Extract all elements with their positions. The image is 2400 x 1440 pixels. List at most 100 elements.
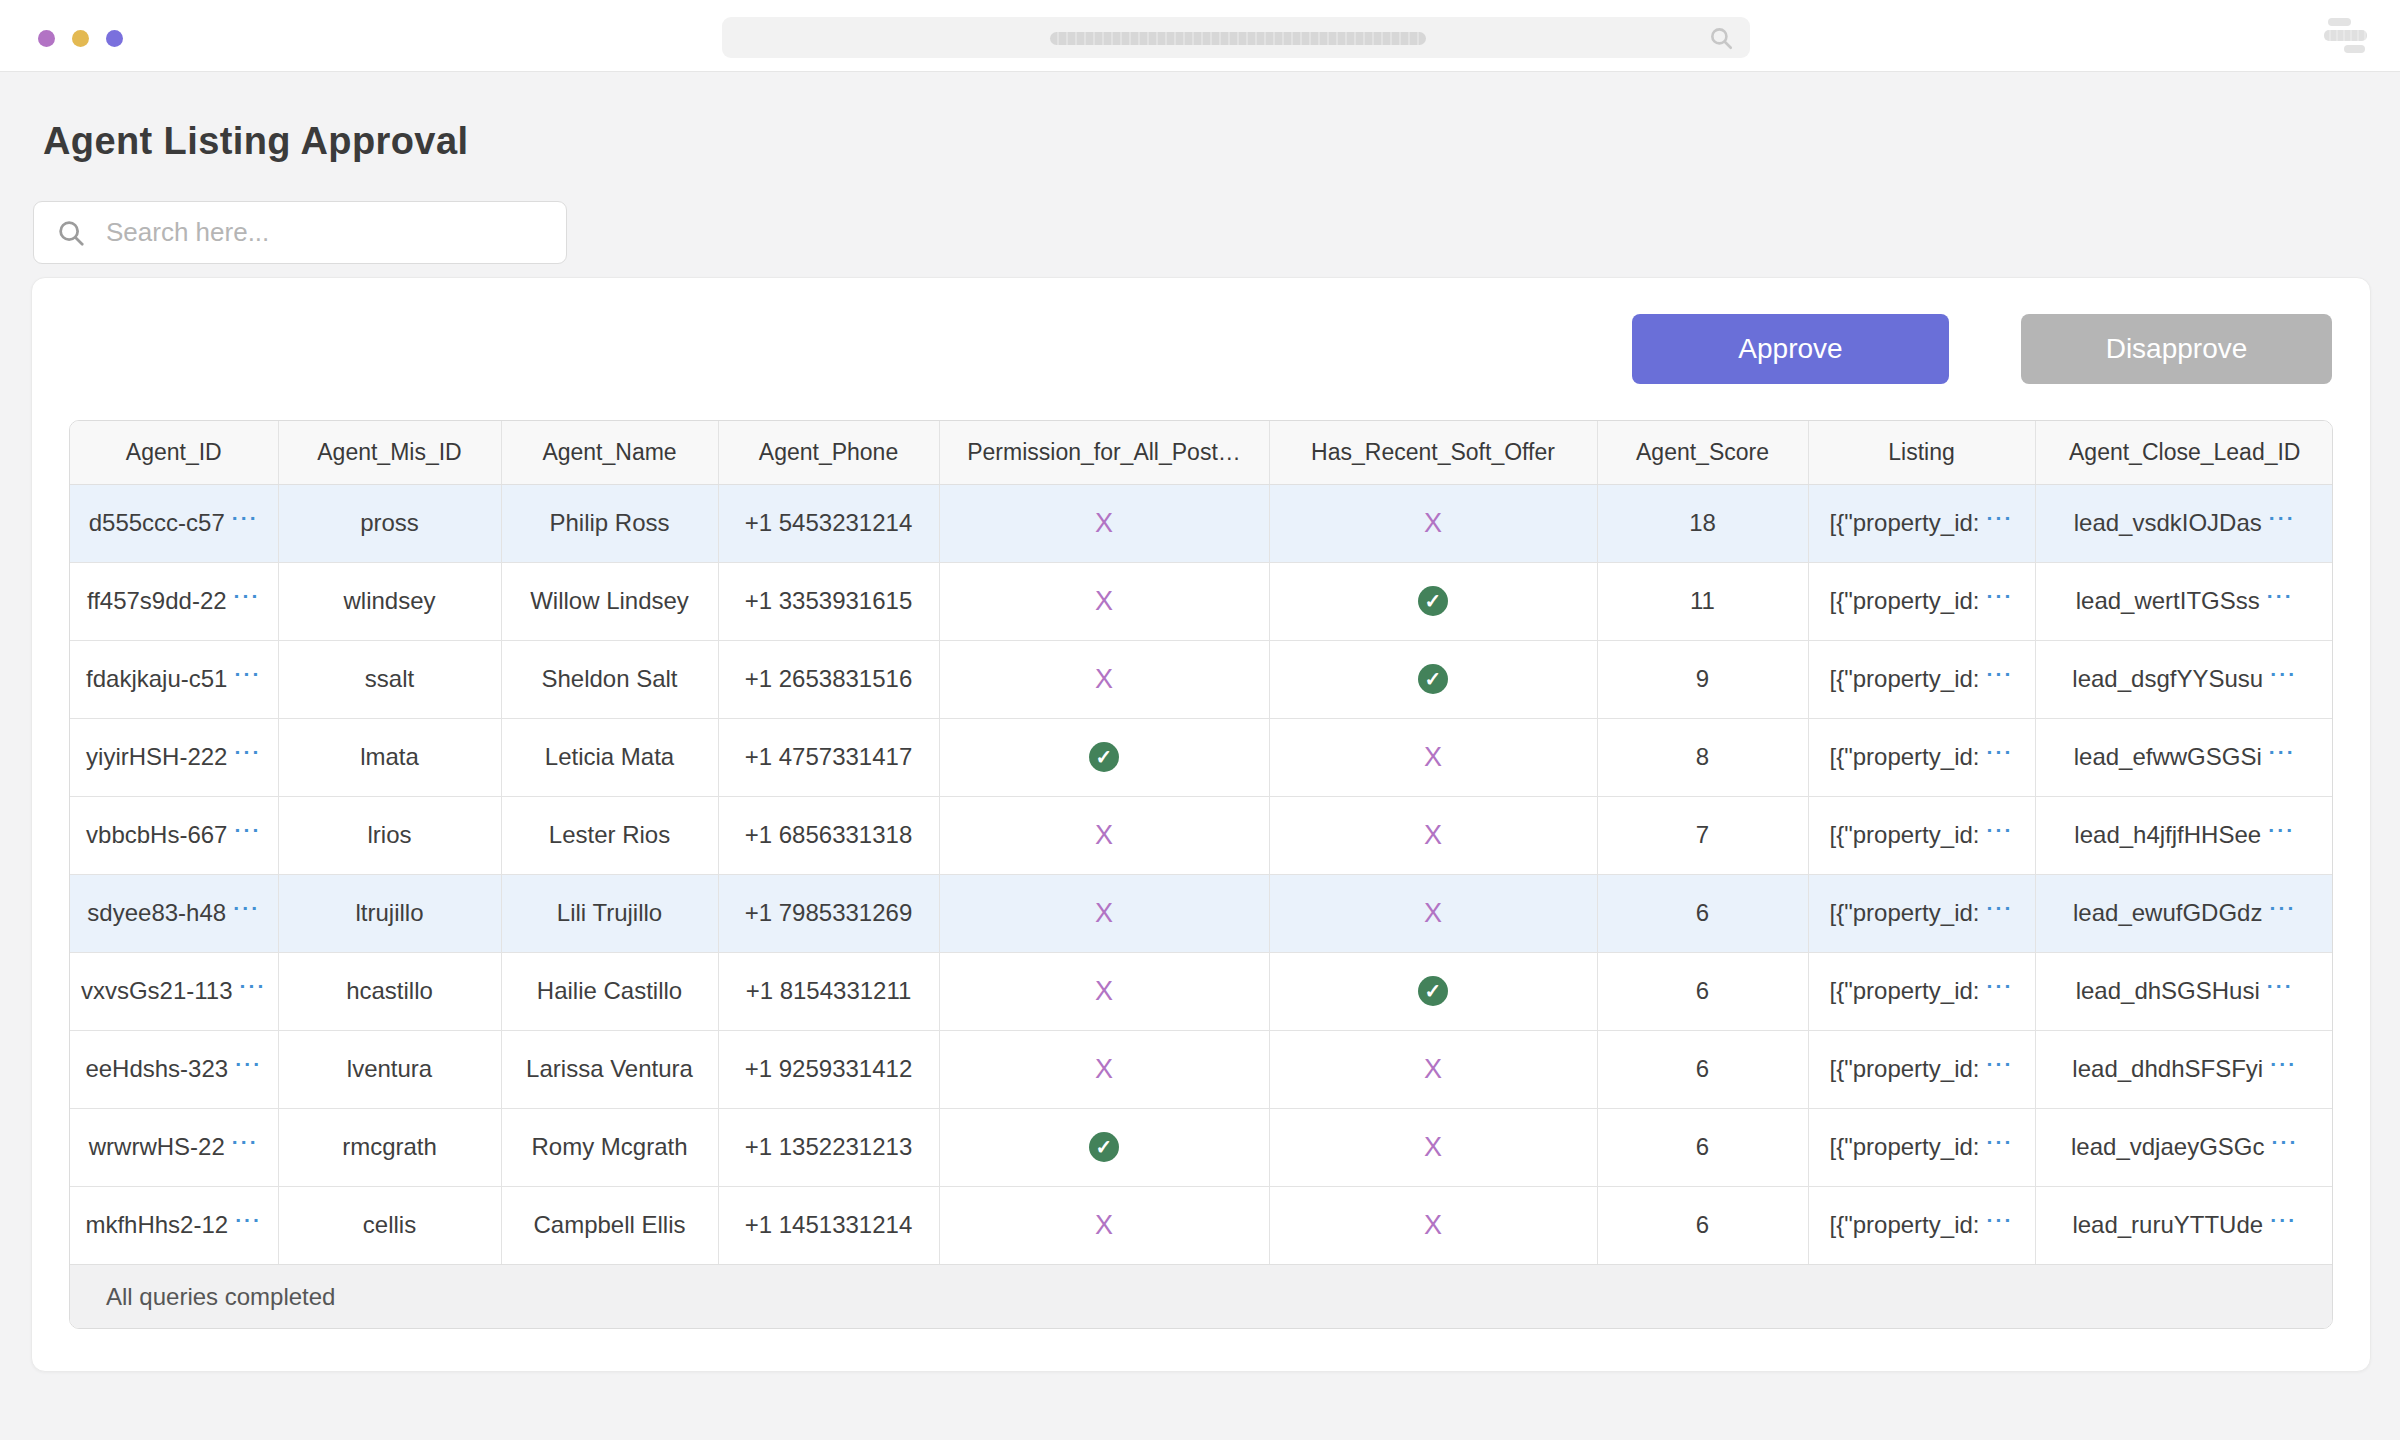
action-buttons: Approve Disapprove (32, 278, 2370, 384)
expand-ellipsis-icon[interactable]: ··· (1986, 662, 2013, 686)
search-input[interactable] (106, 217, 536, 248)
cell-permission-flag: X (939, 874, 1269, 952)
cell-agent-mis-id: ltrujillo (278, 874, 501, 952)
search-icon (56, 218, 86, 248)
cell-permission-flag: X (939, 1030, 1269, 1108)
table-row[interactable]: d555ccc-c57···prossPhilip Ross+1 5453231… (70, 484, 2333, 562)
column-header-3: Agent_Phone (718, 421, 939, 484)
cell-soft-offer-flag: X (1269, 1108, 1597, 1186)
expand-ellipsis-icon[interactable]: ··· (2270, 1052, 2297, 1076)
table-row[interactable]: wrwrwHS-22···rmcgrathRomy Mcgrath+1 1352… (70, 1108, 2333, 1186)
cell-agent-mis-id: wlindsey (278, 562, 501, 640)
disapprove-button[interactable]: Disapprove (2021, 314, 2332, 384)
table-row[interactable]: mkfhHhs2-12···cellisCampbell Ellis+1 145… (70, 1186, 2333, 1264)
table-row[interactable]: sdyee83-h48···ltrujilloLili Trujillo+1 7… (70, 874, 2333, 952)
expand-ellipsis-icon[interactable]: ··· (235, 1052, 262, 1076)
cell-listing: [{"property_id:··· (1808, 952, 2035, 1030)
cell-agent-name: Lili Trujillo (501, 874, 718, 952)
browser-menu-icon[interactable] (2324, 18, 2370, 54)
expand-ellipsis-icon[interactable]: ··· (232, 506, 259, 530)
cell-close-lead-id: lead_dsgfYYSusu··· (2035, 640, 2333, 718)
expand-ellipsis-icon[interactable]: ··· (2269, 740, 2296, 764)
cell-agent-phone: +1 2653831516 (718, 640, 939, 718)
cell-agent-phone: +1 6856331318 (718, 796, 939, 874)
expand-ellipsis-icon[interactable]: ··· (233, 896, 260, 920)
expand-ellipsis-icon[interactable]: ··· (2268, 818, 2295, 842)
expand-ellipsis-icon[interactable]: ··· (240, 974, 267, 998)
expand-ellipsis-icon[interactable]: ··· (1986, 1208, 2013, 1232)
table-header-row: Agent_IDAgent_Mis_IDAgent_NameAgent_Phon… (70, 421, 2333, 484)
cell-permission-flag: X (939, 952, 1269, 1030)
cell-agent-mis-id: cellis (278, 1186, 501, 1264)
expand-ellipsis-icon[interactable]: ··· (2267, 974, 2294, 998)
expand-ellipsis-icon[interactable]: ··· (1986, 1052, 2013, 1076)
expand-ellipsis-icon[interactable]: ··· (1986, 896, 2013, 920)
expand-ellipsis-icon[interactable]: ··· (2270, 1208, 2297, 1232)
cell-close-lead-id: lead_dhSGSHusi··· (2035, 952, 2333, 1030)
address-bar[interactable] (722, 17, 1750, 58)
x-mark-icon: X (1095, 1054, 1113, 1084)
cell-agent-phone: +1 5453231214 (718, 484, 939, 562)
expand-ellipsis-icon[interactable]: ··· (1986, 818, 2013, 842)
cell-agent-phone: +1 8154331211 (718, 952, 939, 1030)
cell-listing: [{"property_id:··· (1808, 874, 2035, 952)
table-row[interactable]: vbbcbHs-667···lriosLester Rios+1 6856331… (70, 796, 2333, 874)
expand-ellipsis-icon[interactable]: ··· (1986, 584, 2013, 608)
cell-agent-id: fdakjkaju-c51··· (70, 640, 278, 718)
expand-ellipsis-icon[interactable]: ··· (2270, 662, 2297, 686)
expand-ellipsis-icon[interactable]: ··· (2271, 1130, 2298, 1154)
expand-ellipsis-icon[interactable]: ··· (1986, 974, 2013, 998)
expand-ellipsis-icon[interactable]: ··· (234, 740, 261, 764)
expand-ellipsis-icon[interactable]: ··· (1986, 506, 2013, 530)
x-mark-icon: X (1095, 586, 1113, 616)
expand-ellipsis-icon[interactable]: ··· (234, 662, 261, 686)
table-row[interactable]: fdakjkaju-c51···ssaltSheldon Salt+1 2653… (70, 640, 2333, 718)
expand-ellipsis-icon[interactable]: ··· (234, 584, 261, 608)
cell-permission-flag: X (939, 640, 1269, 718)
cell-agent-id: yiyirHSH-222··· (70, 718, 278, 796)
table-row[interactable]: yiyirHSH-222···lmataLeticia Mata+1 47573… (70, 718, 2333, 796)
window-dot-3[interactable] (106, 30, 123, 47)
cell-agent-mis-id: lventura (278, 1030, 501, 1108)
cell-listing: [{"property_id:··· (1808, 1186, 2035, 1264)
table-row[interactable]: eeHdshs-323···lventuraLarissa Ventura+1 … (70, 1030, 2333, 1108)
cell-agent-name: Campbell Ellis (501, 1186, 718, 1264)
cell-agent-score: 6 (1597, 1186, 1808, 1264)
cell-soft-offer-flag: X (1269, 1186, 1597, 1264)
window-dot-2[interactable] (72, 30, 89, 47)
cell-agent-phone: +1 1451331214 (718, 1186, 939, 1264)
browser-chrome (0, 0, 2400, 72)
cell-agent-id: vxvsGs21-113··· (70, 952, 278, 1030)
expand-ellipsis-icon[interactable]: ··· (1986, 1130, 2013, 1154)
cell-agent-id: ff457s9dd-22··· (70, 562, 278, 640)
cell-close-lead-id: lead_vdjaeyGSGc··· (2035, 1108, 2333, 1186)
queries-status-text: All queries completed (106, 1283, 335, 1311)
cell-agent-mis-id: rmcgrath (278, 1108, 501, 1186)
cell-listing: [{"property_id:··· (1808, 1030, 2035, 1108)
approve-button[interactable]: Approve (1632, 314, 1949, 384)
cell-agent-score: 6 (1597, 1030, 1808, 1108)
expand-ellipsis-icon[interactable]: ··· (1986, 740, 2013, 764)
cell-agent-id: eeHdshs-323··· (70, 1030, 278, 1108)
check-icon: ✓ (1418, 586, 1448, 616)
expand-ellipsis-icon[interactable]: ··· (2269, 506, 2296, 530)
expand-ellipsis-icon[interactable]: ··· (234, 818, 261, 842)
expand-ellipsis-icon[interactable]: ··· (2267, 584, 2294, 608)
window-dot-1[interactable] (38, 30, 55, 47)
address-search-icon[interactable] (1708, 25, 1734, 55)
x-mark-icon: X (1424, 508, 1442, 538)
table-row[interactable]: vxvsGs21-113···hcastilloHailie Castillo+… (70, 952, 2333, 1030)
expand-ellipsis-icon[interactable]: ··· (232, 1130, 259, 1154)
table-row[interactable]: ff457s9dd-22···wlindseyWillow Lindsey+1 … (70, 562, 2333, 640)
expand-ellipsis-icon[interactable]: ··· (235, 1208, 262, 1232)
agents-table: Agent_IDAgent_Mis_IDAgent_NameAgent_Phon… (70, 421, 2333, 1264)
approval-panel: Approve Disapprove Agent_IDAgent_Mis_IDA… (31, 277, 2371, 1372)
cell-agent-id: wrwrwHS-22··· (70, 1108, 278, 1186)
search-box (33, 201, 567, 264)
cell-agent-score: 7 (1597, 796, 1808, 874)
cell-agent-name: Willow Lindsey (501, 562, 718, 640)
cell-close-lead-id: lead_vsdkIOJDas··· (2035, 484, 2333, 562)
column-header-1: Agent_Mis_ID (278, 421, 501, 484)
expand-ellipsis-icon[interactable]: ··· (2269, 896, 2296, 920)
cell-soft-offer-flag: ✓ (1269, 952, 1597, 1030)
